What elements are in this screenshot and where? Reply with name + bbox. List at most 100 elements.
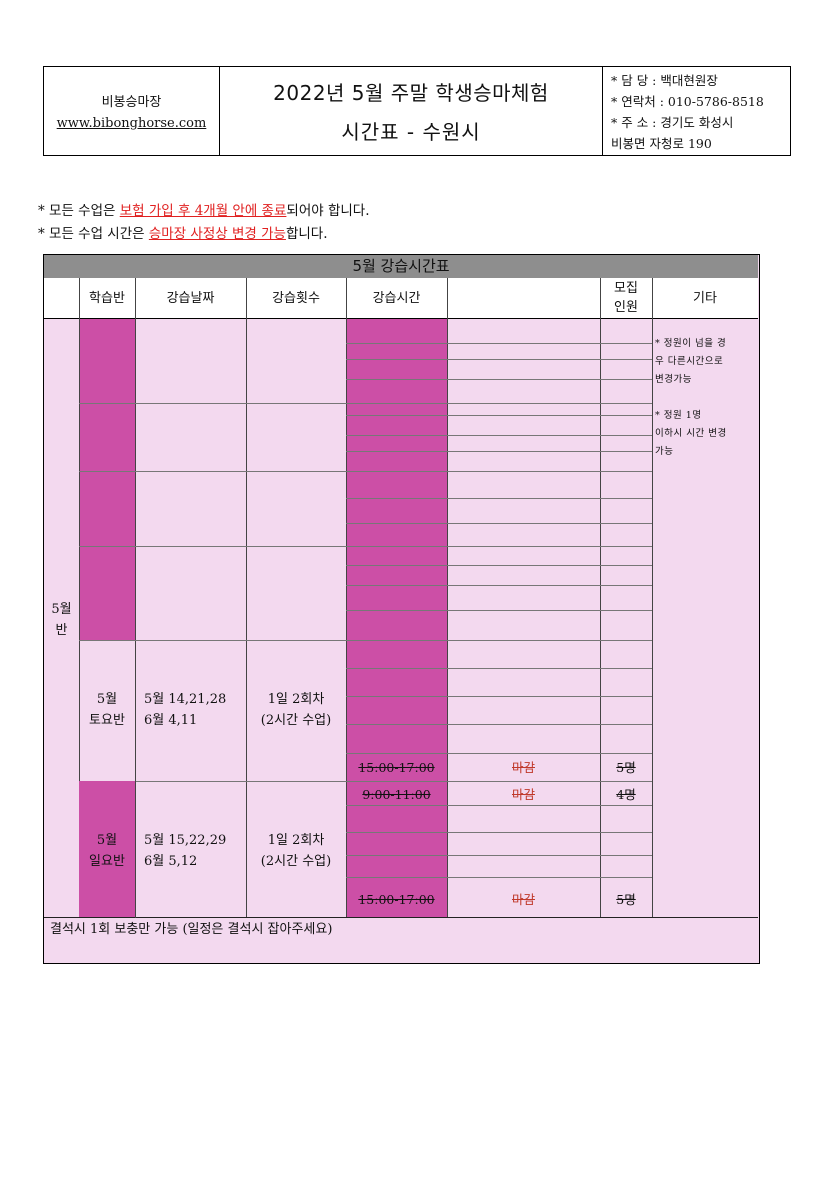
col-divider xyxy=(135,781,136,918)
sunday-slot-1-status: 마감 xyxy=(511,787,535,802)
other-notes: * 정원이 넘을 경 우 다른시간으로 변경가능 * 정원 1명 이하시 시간 … xyxy=(655,335,755,461)
time-column-fill xyxy=(346,319,447,917)
saturday-slot-status: 마감 xyxy=(511,760,535,775)
schedule-table: 5월 강습시간표 학습반 강습날짜 강습횟수 강습시간 모집 인원 기타 xyxy=(43,254,760,964)
other-note-2-l1: * 정원 1명 xyxy=(655,410,702,421)
saturday-count-l1: 1일 2회차 xyxy=(267,692,325,707)
slot-divider xyxy=(346,359,652,360)
grid-bottom-border xyxy=(44,917,758,918)
slot-divider xyxy=(346,781,652,782)
contact-address-2: 비봉면 자청로 190 xyxy=(611,136,712,151)
slot-divider xyxy=(346,640,652,641)
note-line-2: * 모든 수업 시간은 승마장 사정상 변경 가능합니다. xyxy=(38,223,370,246)
header-other: 기타 xyxy=(652,278,758,319)
slot-divider xyxy=(346,523,652,524)
slot-divider xyxy=(346,565,652,566)
sunday-count-l1: 1일 2회차 xyxy=(267,833,325,848)
group-divider xyxy=(79,546,346,547)
saturday-count-l2: (2시간 수업) xyxy=(260,713,332,728)
sunday-slot-1-time: 9:00-11:00 xyxy=(362,787,431,802)
slot-divider xyxy=(346,415,652,416)
sunday-dates-l1: 5월 15,22,29 xyxy=(144,833,227,848)
group-divider xyxy=(79,640,346,641)
col-divider xyxy=(600,278,601,918)
slot-divider xyxy=(346,855,652,856)
saturday-class: 5월 토요반 xyxy=(79,689,135,731)
slot-divider xyxy=(346,471,652,472)
sunday-class-fill xyxy=(79,781,135,917)
header-box: 비봉승마장 www.bibonghorse.com 2022년 5월 주말 학생… xyxy=(43,66,791,156)
contact-manager: * 담 당 : 백대현원장 xyxy=(611,73,718,88)
other-note-1-l3: 변경가능 xyxy=(655,374,692,385)
note-2-post: 합니다. xyxy=(285,226,328,242)
slot-divider xyxy=(346,546,652,547)
header-blank-2 xyxy=(447,278,600,319)
other-note-2-l2: 이하시 시간 변경 xyxy=(655,428,727,439)
slot-divider xyxy=(346,668,652,669)
sunday-slot-2-time: 15:00-17:00 xyxy=(358,892,435,907)
sunday-slot-2-status: 마감 xyxy=(511,892,535,907)
saturday-slot-capacity: 5명 xyxy=(616,760,636,775)
note-2-pre: * 모든 수업 시간은 xyxy=(38,226,149,242)
table-title: 5월 강습시간표 xyxy=(44,255,758,279)
slot-divider xyxy=(346,877,652,878)
header-count: 강습횟수 xyxy=(246,278,346,319)
title-cell: 2022년 5월 주말 학생승마체험 시간표 - 수원시 xyxy=(220,67,603,155)
slot-divider xyxy=(346,379,652,380)
slot-divider xyxy=(346,498,652,499)
col-divider xyxy=(652,278,653,918)
sunday-class-l1: 5월 xyxy=(96,833,118,848)
month-label: 5월 반 xyxy=(44,599,79,641)
group-divider xyxy=(79,403,346,404)
sunday-dates-l2: 6월 5,12 xyxy=(144,854,198,869)
note-1-highlight: 보험 가입 후 4개월 안에 종료 xyxy=(119,203,287,219)
contact-cell: * 담 당 : 백대현원장 * 연락처 : 010-5786-8518 * 주 … xyxy=(603,67,790,155)
header-dates: 강습날짜 xyxy=(135,278,246,319)
page-subtitle: 시간표 - 수원시 xyxy=(341,120,481,144)
class-column-fill xyxy=(79,319,135,641)
notes: * 모든 수업은 보험 가입 후 4개월 안에 종료되어야 합니다. * 모든 … xyxy=(38,200,370,246)
saturday-class-l2: 토요반 xyxy=(89,713,125,728)
slot-divider xyxy=(346,435,652,436)
slot-divider xyxy=(346,451,652,452)
note-2-highlight: 승마장 사정상 변경 가능 xyxy=(148,226,286,242)
note-1-post: 되어야 합니다. xyxy=(286,203,370,219)
col-divider xyxy=(447,278,448,918)
other-note-2-l3: 가능 xyxy=(655,446,674,457)
page-title: 2022년 5월 주말 학생승마체험 xyxy=(273,81,549,105)
header-blank xyxy=(44,278,79,319)
sunday-slot-1-capacity: 4명 xyxy=(616,787,636,802)
header-capacity: 모집 인원 xyxy=(600,278,652,319)
sunday-class-l2: 일요반 xyxy=(89,854,125,869)
month-label-l1: 5월 xyxy=(51,602,72,617)
slot-divider xyxy=(346,832,652,833)
group-divider xyxy=(79,471,346,472)
group-divider xyxy=(79,781,346,782)
saturday-class-l1: 5월 xyxy=(96,692,118,707)
slot-divider xyxy=(346,403,652,404)
header-time: 강습시간 xyxy=(346,278,447,319)
col-divider xyxy=(246,278,247,918)
table-footnote: 결석시 1회 보충만 가능 (일정은 결석시 잡아주세요) xyxy=(50,922,333,937)
saturday-dates-l2: 6월 4,11 xyxy=(144,713,198,728)
org-url-link[interactable]: www.bibonghorse.com xyxy=(56,116,207,131)
sunday-class: 5월 일요반 xyxy=(79,830,135,872)
sunday-count: 1일 2회차 (2시간 수업) xyxy=(246,830,346,872)
slot-divider xyxy=(346,696,652,697)
saturday-dates: 5월 14,21,28 6월 4,11 xyxy=(135,689,246,731)
slot-divider xyxy=(346,610,652,611)
org-name: 비봉승마장 xyxy=(101,95,162,110)
col-divider xyxy=(135,278,136,918)
slot-divider xyxy=(346,343,652,344)
slot-divider xyxy=(346,753,652,754)
saturday-dates-l1: 5월 14,21,28 xyxy=(144,692,227,707)
note-line-1: * 모든 수업은 보험 가입 후 4개월 안에 종료되어야 합니다. xyxy=(38,200,370,223)
other-note-1-l1: * 정원이 넘을 경 xyxy=(655,338,727,349)
sunday-slot-2-capacity: 5명 xyxy=(616,892,636,907)
slot-divider xyxy=(346,805,652,806)
month-label-l2: 반 xyxy=(55,623,68,638)
slot-divider xyxy=(346,585,652,586)
note-1-pre: * 모든 수업은 xyxy=(38,203,120,219)
col-divider xyxy=(346,278,347,918)
header-capacity-l2: 인원 xyxy=(614,300,638,315)
